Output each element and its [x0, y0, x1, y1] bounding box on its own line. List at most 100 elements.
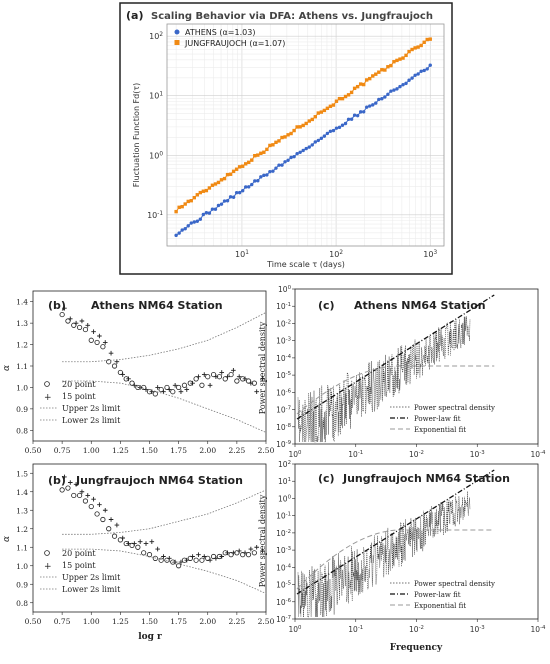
- data-point: [277, 163, 281, 167]
- data-point: [137, 539, 143, 544]
- data-point: [380, 96, 384, 101]
- data-point: [62, 474, 67, 480]
- x-tick-label: 1.00: [83, 446, 100, 455]
- panel-c1-ylabel: Power spectral density: [258, 321, 267, 414]
- data-point: [192, 220, 196, 224]
- data-point: [222, 199, 227, 203]
- data-point: [349, 117, 354, 121]
- data-point: [313, 140, 317, 144]
- panel-a-xlabel: Time scale τ (days): [266, 260, 345, 269]
- legend-powerlaw-label: Power-law fit: [414, 591, 461, 599]
- x-tick-label: 10-4: [531, 450, 546, 459]
- data-point: [368, 76, 372, 81]
- data-point: [82, 326, 89, 333]
- data-point: [307, 145, 311, 149]
- y-tick-label: 1.3: [16, 319, 28, 328]
- x-tick-label: 2.50: [258, 446, 275, 455]
- y-tick-label: 1.5: [16, 469, 28, 478]
- y-tick-label: 100: [278, 285, 292, 294]
- data-point: [248, 380, 254, 386]
- panel-c2-legend: Power spectral density Power-law fit Exp…: [390, 580, 495, 610]
- data-point: [213, 207, 218, 211]
- data-point: [196, 552, 201, 557]
- data-point: [213, 556, 219, 561]
- panel-c-jungfraujoch: (c) Jungfraujoch NM64 Station 100 10-1 10-…: [258, 460, 546, 653]
- data-point: [322, 108, 327, 113]
- data-point: [126, 376, 131, 382]
- y-tick-label: 10-1: [147, 211, 163, 220]
- data-point: [313, 115, 317, 119]
- exponential-fit: [296, 529, 495, 590]
- y-tick-label: 1.4: [16, 298, 28, 307]
- y-tick-label: 0.8: [16, 599, 28, 608]
- legend-jungfraujoch-marker: [174, 40, 180, 45]
- legend-athens-label: ATHENS (α=1.03): [185, 28, 255, 37]
- data-point: [407, 78, 411, 82]
- data-point: [319, 136, 324, 141]
- y-tick-label: 1.0: [16, 383, 28, 392]
- data-point: [228, 172, 233, 176]
- data-point: [304, 121, 308, 126]
- data-point: [374, 101, 378, 105]
- x-tick-label: 10-2: [409, 625, 424, 634]
- y-tick-label: 10-2: [276, 319, 291, 328]
- data-point: [247, 185, 251, 189]
- data-point: [325, 106, 330, 111]
- data-point: [192, 195, 196, 200]
- panel-c2-ticks: 100 10-1 10-2 10-3 10-4 102 101 100 10-1 10-2 10-3…: [276, 460, 546, 634]
- panel-a-title: Scaling Behavior via DFA: Athens vs. Jun…: [151, 11, 433, 22]
- data-point: [256, 179, 260, 183]
- y-tick-label: 10-4: [276, 354, 291, 363]
- data-point: [143, 387, 149, 392]
- limit-line: [62, 312, 267, 363]
- data-point: [358, 110, 363, 114]
- data-point: [371, 74, 375, 78]
- data-point: [280, 163, 284, 167]
- panel-b2-xlabel: log r: [138, 632, 162, 642]
- data-point: [343, 94, 348, 99]
- data-point: [337, 125, 342, 130]
- data-point: [355, 113, 360, 118]
- data-point: [158, 557, 164, 563]
- data-point: [244, 162, 248, 166]
- data-point: [207, 211, 212, 215]
- data-point: [201, 554, 207, 559]
- data-point: [219, 554, 225, 559]
- data-point: [416, 72, 420, 76]
- y-tick-label: 1.1: [16, 543, 28, 552]
- y-tick-label: 102: [149, 32, 163, 41]
- data-point: [155, 546, 160, 552]
- panel-b2-station: Jungfraujoch NM64 Station: [75, 474, 243, 487]
- x-tick-label: 10-3: [470, 450, 485, 459]
- data-point: [247, 160, 251, 165]
- data-point: [407, 49, 411, 54]
- panel-a-label: (a): [126, 9, 143, 22]
- data-point: [85, 493, 91, 498]
- data-point: [180, 228, 184, 232]
- y-tick-label: 100: [278, 494, 292, 503]
- data-point: [259, 175, 263, 179]
- data-point: [404, 81, 408, 86]
- data-point: [383, 68, 387, 72]
- data-point: [352, 86, 357, 91]
- data-point: [253, 154, 257, 158]
- data-point: [346, 93, 351, 97]
- data-point: [244, 185, 248, 189]
- data-point: [346, 117, 351, 121]
- x-tick-label: 10-1: [348, 625, 363, 634]
- data-point: [236, 548, 242, 554]
- panel-c1-series: [296, 294, 495, 443]
- data-point: [268, 143, 272, 148]
- x-tick-label: 10-3: [470, 625, 485, 634]
- y-tick-label: 10-4: [276, 563, 291, 572]
- data-point: [259, 151, 263, 156]
- x-tick-label: 0.50: [25, 617, 42, 626]
- y-tick-label: 0.9: [16, 580, 28, 589]
- legend-20point-marker: [44, 381, 50, 387]
- psd-line: [297, 316, 471, 443]
- data-point: [398, 57, 402, 61]
- data-point: [401, 56, 405, 60]
- x-tick-label: 0.75: [54, 617, 71, 626]
- data-point: [205, 374, 211, 380]
